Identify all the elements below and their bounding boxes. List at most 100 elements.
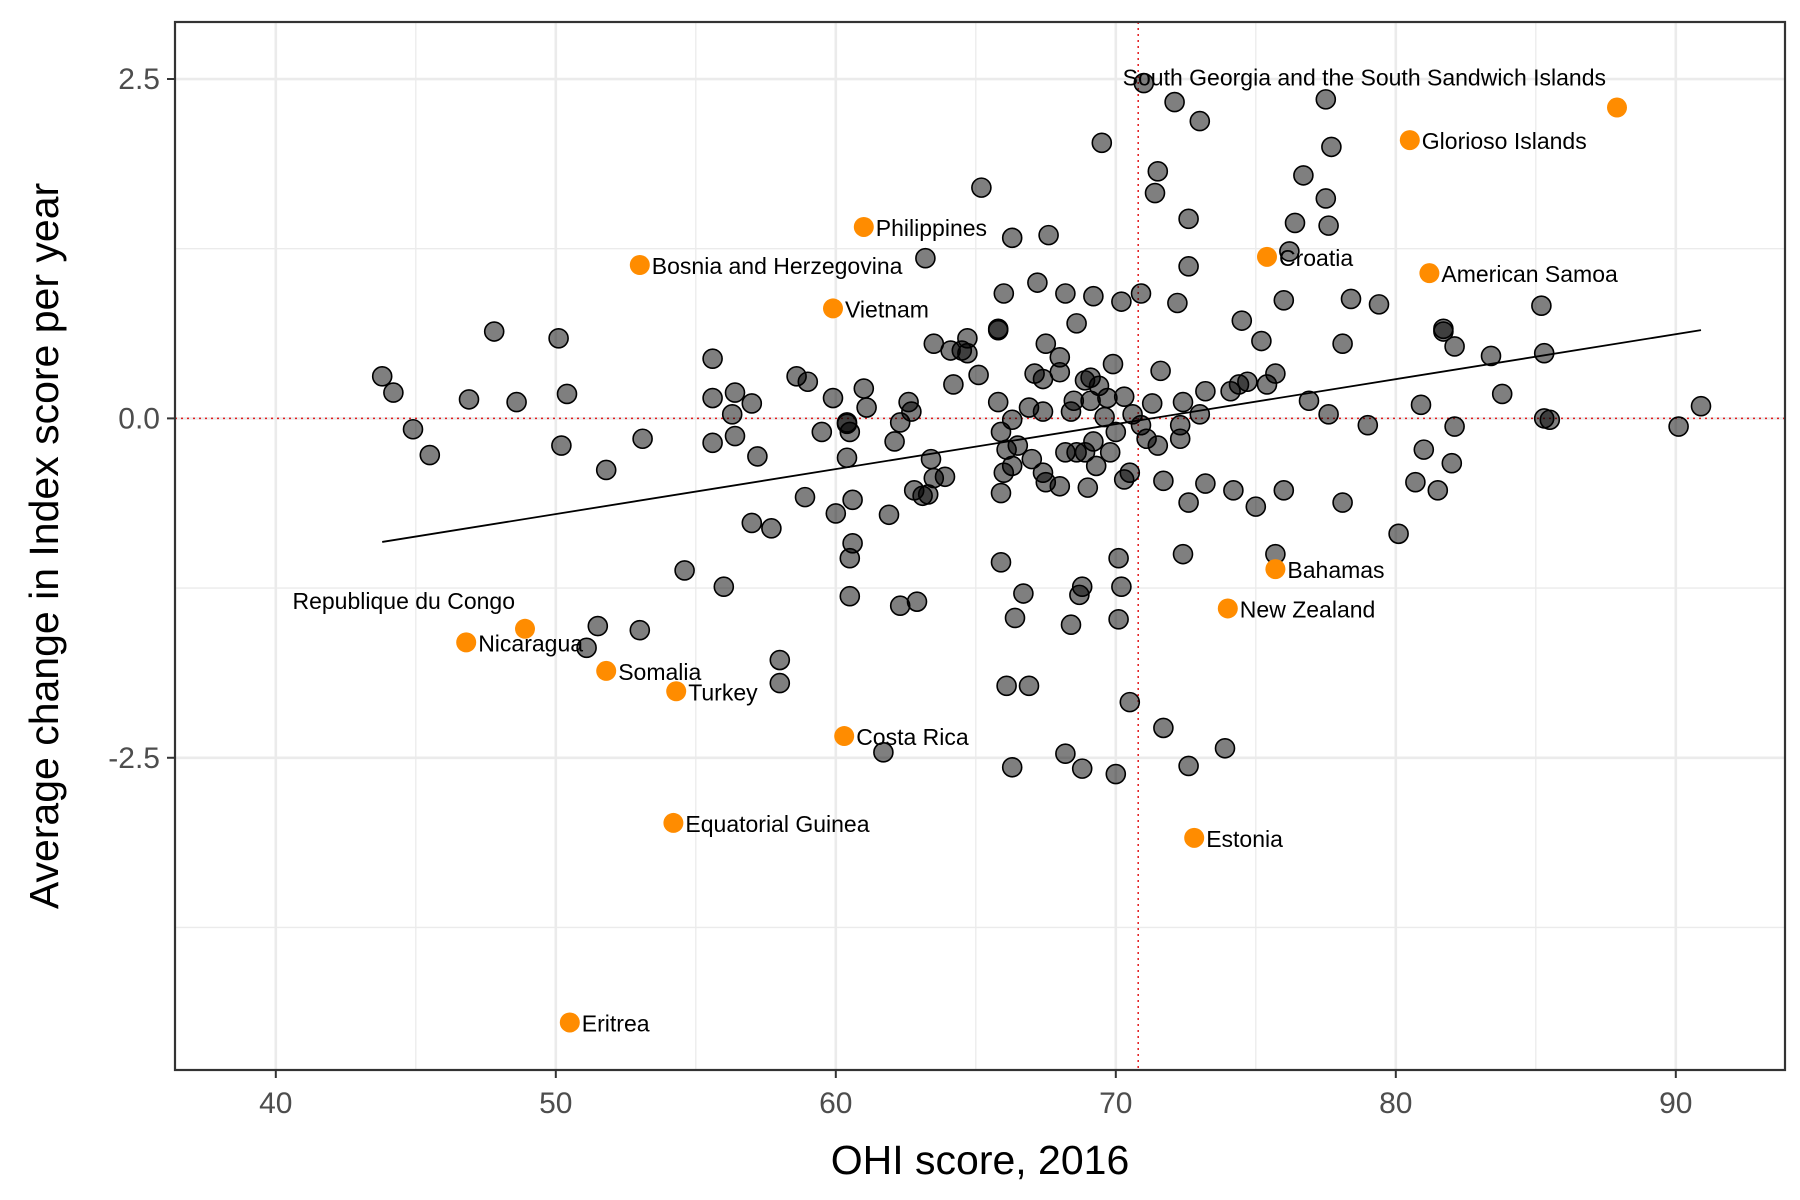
data-point	[1318, 215, 1339, 236]
data-point	[747, 446, 768, 467]
data-point	[458, 389, 480, 410]
data-point	[839, 547, 861, 569]
highlight-point	[1184, 827, 1205, 848]
data-point	[839, 421, 861, 443]
data-point	[1368, 294, 1390, 315]
x-tick-label: 80	[1379, 1087, 1412, 1120]
data-point	[702, 348, 723, 369]
data-point	[987, 391, 1009, 413]
data-point	[794, 486, 816, 508]
data-point	[1178, 256, 1199, 277]
data-point	[1018, 675, 1040, 697]
data-point	[1007, 435, 1029, 456]
data-point	[1035, 333, 1057, 355]
data-point	[1060, 614, 1082, 636]
data-point	[1321, 136, 1342, 158]
data-point	[1091, 132, 1113, 154]
highlight-point	[853, 216, 874, 237]
data-point	[1055, 283, 1076, 304]
data-point	[822, 387, 844, 409]
highlight-point	[596, 660, 617, 681]
reference-lines	[175, 22, 1785, 1070]
data-point	[1413, 439, 1435, 460]
highlight-point	[515, 618, 535, 639]
x-tick-label: 50	[539, 1087, 572, 1120]
data-point	[1315, 89, 1337, 110]
grid	[175, 22, 1785, 1070]
data-point	[957, 328, 978, 349]
data-point	[1077, 477, 1099, 498]
data-point	[1147, 435, 1169, 456]
data-point	[839, 585, 861, 607]
data-point	[811, 421, 833, 443]
data-point	[1153, 470, 1174, 492]
point-label: Bahamas	[1287, 557, 1384, 583]
data-point	[1444, 336, 1465, 357]
data-point	[1102, 353, 1124, 375]
data-point	[1178, 492, 1199, 513]
point-label: Croatia	[1279, 245, 1353, 271]
data-point	[632, 428, 653, 450]
data-point	[990, 482, 1012, 504]
data-point	[506, 391, 527, 413]
point-label: Vietnam	[845, 296, 929, 322]
data-point	[1108, 547, 1129, 569]
y-tick-label: 2.5	[118, 63, 160, 96]
highlight-point	[1217, 598, 1238, 619]
data-point	[629, 619, 651, 641]
data-point	[1480, 345, 1502, 367]
point-label: South Georgia and the South Sandwich Isl…	[1123, 65, 1606, 91]
trend-line	[382, 329, 1702, 543]
data-points	[371, 72, 1712, 1033]
data-point	[1231, 310, 1253, 331]
data-point	[1130, 414, 1152, 436]
point-label: Eritrea	[582, 1010, 650, 1036]
data-point	[1491, 383, 1513, 405]
data-point	[1001, 756, 1023, 778]
data-point	[1027, 272, 1048, 293]
data-point	[906, 591, 928, 612]
data-point	[1410, 394, 1432, 416]
data-point	[1172, 391, 1194, 413]
data-point	[884, 431, 905, 452]
data-point	[1141, 393, 1163, 414]
point-label: American Samoa	[1441, 261, 1618, 287]
data-point	[371, 366, 393, 387]
data-point	[1332, 492, 1353, 513]
data-point	[1147, 161, 1169, 182]
data-point	[1049, 347, 1071, 368]
data-point	[769, 649, 791, 671]
data-point	[971, 177, 992, 198]
data-point	[1169, 414, 1191, 436]
point-label: Republique du Congo	[292, 588, 515, 614]
data-point	[1153, 717, 1174, 739]
data-point	[769, 672, 791, 694]
data-point	[1178, 208, 1199, 230]
data-point	[1083, 431, 1104, 452]
point-label: Nicaragua	[478, 630, 583, 656]
panel-border	[173, 20, 1787, 1072]
point-label: Turkey	[688, 679, 758, 705]
point-label: Philippines	[876, 215, 987, 241]
data-point	[993, 283, 1015, 304]
data-point	[1001, 227, 1023, 249]
point-label: Glorioso Islands	[1422, 128, 1587, 154]
data-point	[1433, 321, 1454, 342]
data-point	[724, 382, 746, 403]
data-point	[1195, 473, 1216, 494]
data-point	[724, 425, 746, 447]
data-point	[1690, 395, 1712, 417]
data-point	[1071, 576, 1093, 598]
data-point	[1189, 110, 1211, 132]
data-point	[1189, 404, 1211, 425]
highlight-point	[1607, 97, 1627, 118]
data-point	[853, 378, 875, 399]
data-point	[721, 404, 743, 425]
x-tick-label: 70	[1099, 1087, 1132, 1120]
data-point	[1195, 380, 1216, 402]
data-point	[842, 489, 863, 511]
data-point	[556, 383, 578, 405]
data-point	[1049, 475, 1071, 497]
data-point	[548, 328, 569, 349]
data-point	[1388, 523, 1409, 545]
